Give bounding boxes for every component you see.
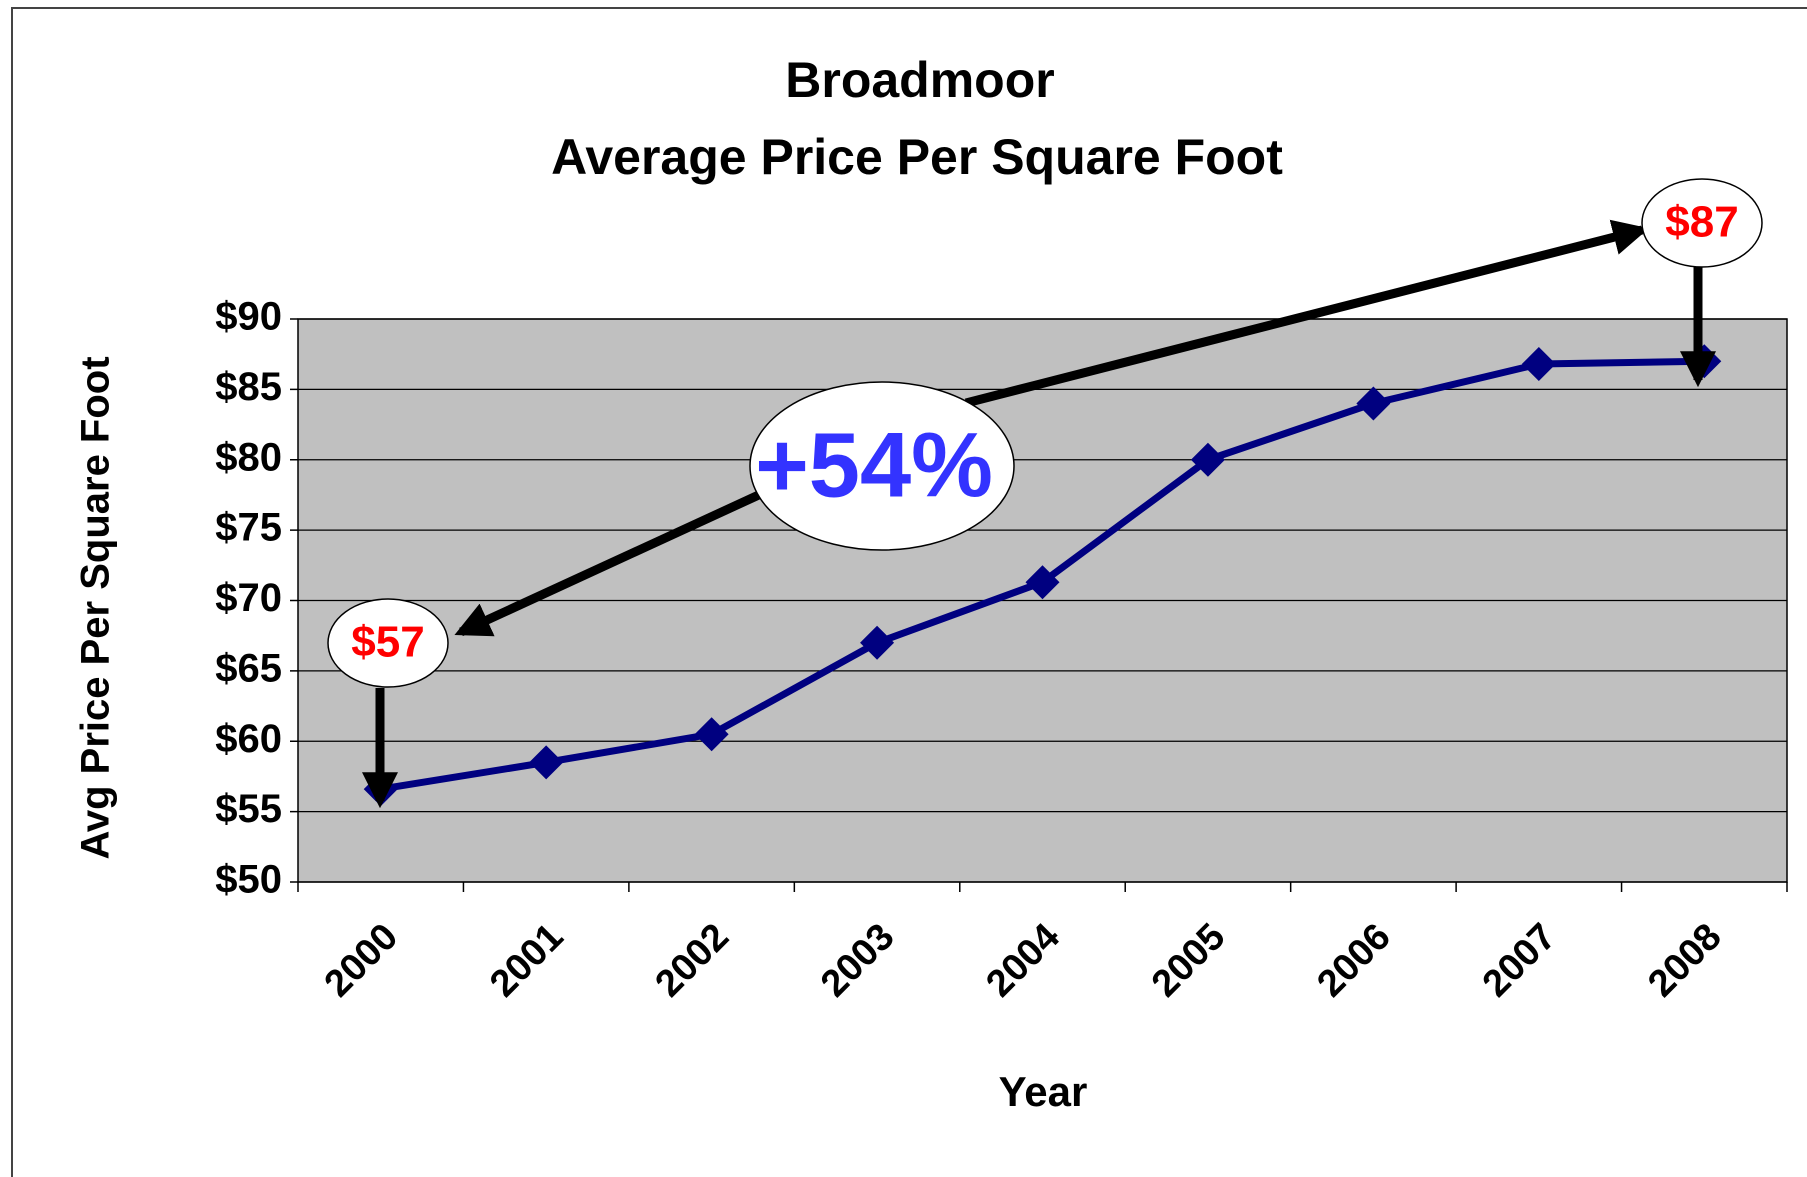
marker [1025,565,1060,600]
y-tick-label: $75 [215,506,282,550]
y-tick-label: $50 [215,858,282,902]
x-tick-label: 2005 [1144,916,1233,1005]
callout [1641,178,1763,268]
arrow [454,488,765,637]
marker [1356,386,1391,421]
arrow [964,219,1649,408]
callout [327,598,449,688]
y-tick-label: $65 [215,646,282,690]
x-axis-label: Year [999,1068,1088,1115]
y-tick-label: $90 [215,295,282,339]
x-tick-label: 2000 [317,916,406,1005]
y-tick-label: $55 [215,787,282,831]
marker [529,745,564,780]
x-tick-label: 2008 [1640,916,1729,1005]
y-tick-label: $85 [215,365,282,409]
x-tick-label: 2003 [813,916,902,1005]
y-tick-label: $80 [215,435,282,479]
marker [1521,347,1556,382]
y-axis-label: Avg Price Per Square Foot [74,356,118,859]
callout [749,381,1015,551]
chart-subtitle: Average Price Per Square Foot [551,129,1283,185]
frame [11,7,1807,1177]
x-tick-label: 2001 [482,916,571,1005]
annotations: $57 $87 +54% [327,178,1763,809]
marker [694,717,729,752]
y-tick-label: $70 [215,576,282,620]
marker [1190,442,1225,477]
marker [860,625,895,660]
x-tick-label: 2006 [1309,916,1398,1005]
plot: $50 $55 $60 $65 $70 $75 $80 $85 $90 2000 2001 2002 2… [215,295,1788,1005]
x-tick-label: 2004 [978,916,1067,1005]
y-tick-label: $60 [215,717,282,761]
chart-title: Broadmoor [785,52,1054,108]
x-tick-label: 2007 [1475,916,1564,1005]
x-tick-label: 2002 [648,916,737,1005]
annotation: $57 [351,618,424,667]
annotation: $87 [1665,198,1738,247]
annotation: +54% [755,414,993,516]
